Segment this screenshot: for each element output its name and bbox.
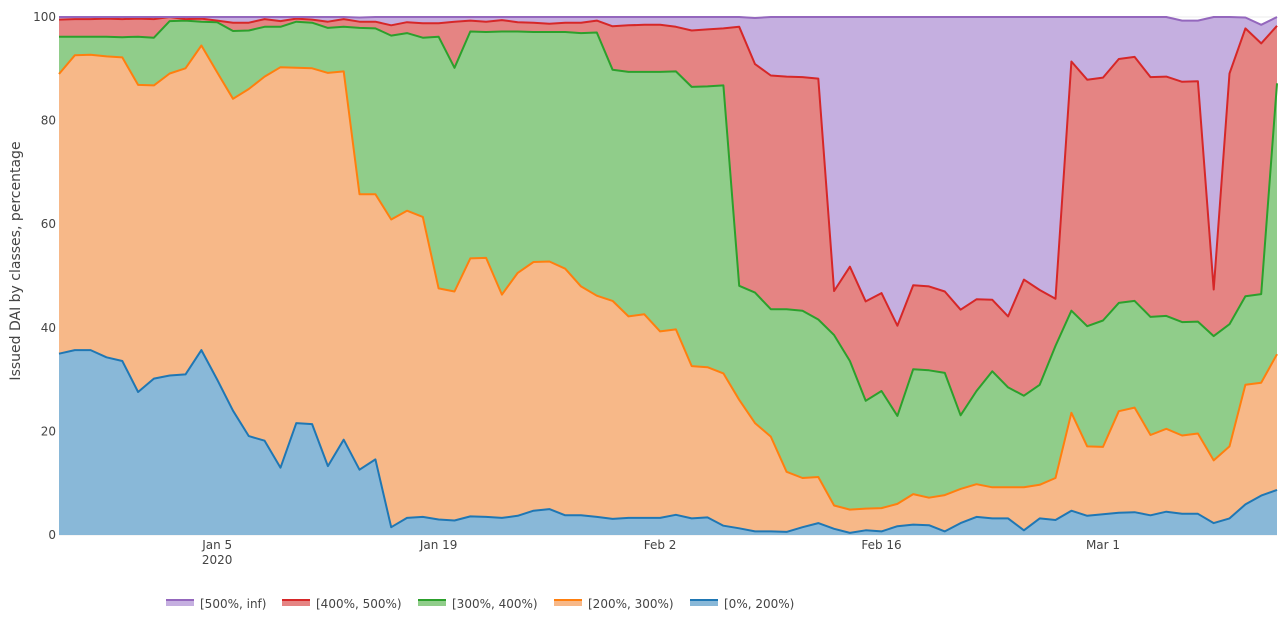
x-tick-sublabel: 2020 bbox=[202, 553, 233, 567]
area-series-0-200 bbox=[59, 350, 1277, 535]
x-tick-label: Jan 19 bbox=[419, 538, 458, 552]
area-series-500-inf bbox=[59, 17, 1277, 326]
area-series-200-300 bbox=[59, 45, 1277, 533]
y-tick-label: 40 bbox=[41, 321, 56, 335]
line-series-0-200 bbox=[58, 349, 1278, 534]
x-tick-label: Jan 5 bbox=[201, 538, 232, 552]
legend-swatch bbox=[554, 600, 582, 606]
legend-item-200-300[interactable]: [200%, 300%) bbox=[554, 597, 674, 611]
y-tick-label: 100 bbox=[33, 10, 56, 24]
x-tick-label: Feb 16 bbox=[861, 538, 901, 552]
legend-swatch bbox=[418, 600, 446, 606]
area-series-300-400 bbox=[59, 20, 1277, 510]
legend-label: [300%, 400%) bbox=[452, 597, 538, 611]
line-series-500-inf bbox=[59, 16, 1278, 26]
area-layer bbox=[59, 17, 1277, 535]
legend-label: [200%, 300%) bbox=[588, 597, 674, 611]
legend-label: [500%, inf) bbox=[200, 597, 266, 611]
y-axis-title: Issued DAI by classes, percentage bbox=[8, 141, 24, 380]
area-series-400-500 bbox=[59, 17, 1277, 416]
y-tick-label: 80 bbox=[41, 114, 56, 128]
legend-swatch bbox=[690, 600, 718, 606]
legend-item-300-400[interactable]: [300%, 400%) bbox=[418, 597, 538, 611]
legend-item-400-500[interactable]: [400%, 500%) bbox=[282, 597, 402, 611]
legend-label: [0%, 200%) bbox=[724, 597, 794, 611]
x-tick-label: Feb 2 bbox=[644, 538, 677, 552]
line-series-300-400 bbox=[59, 19, 1278, 417]
x-tick-label: Mar 1 bbox=[1086, 538, 1120, 552]
line-series-400-500 bbox=[58, 16, 1278, 327]
legend-swatch bbox=[166, 600, 194, 606]
y-tick-label: 0 bbox=[48, 528, 56, 542]
legend-item-500-inf[interactable]: [500%, inf) bbox=[166, 597, 266, 611]
legend-swatch bbox=[282, 600, 310, 606]
y-tick-label: 60 bbox=[41, 217, 56, 231]
legend-label: [400%, 500%) bbox=[316, 597, 402, 611]
legend: [500%, inf) [400%, 500%) [300%, 400%) [200%… bbox=[166, 597, 794, 611]
line-series-200-300 bbox=[58, 44, 1278, 511]
y-tick-label: 20 bbox=[41, 424, 56, 438]
legend-item-0-200[interactable]: [0%, 200%) bbox=[690, 597, 794, 611]
line-layer bbox=[58, 16, 1278, 534]
